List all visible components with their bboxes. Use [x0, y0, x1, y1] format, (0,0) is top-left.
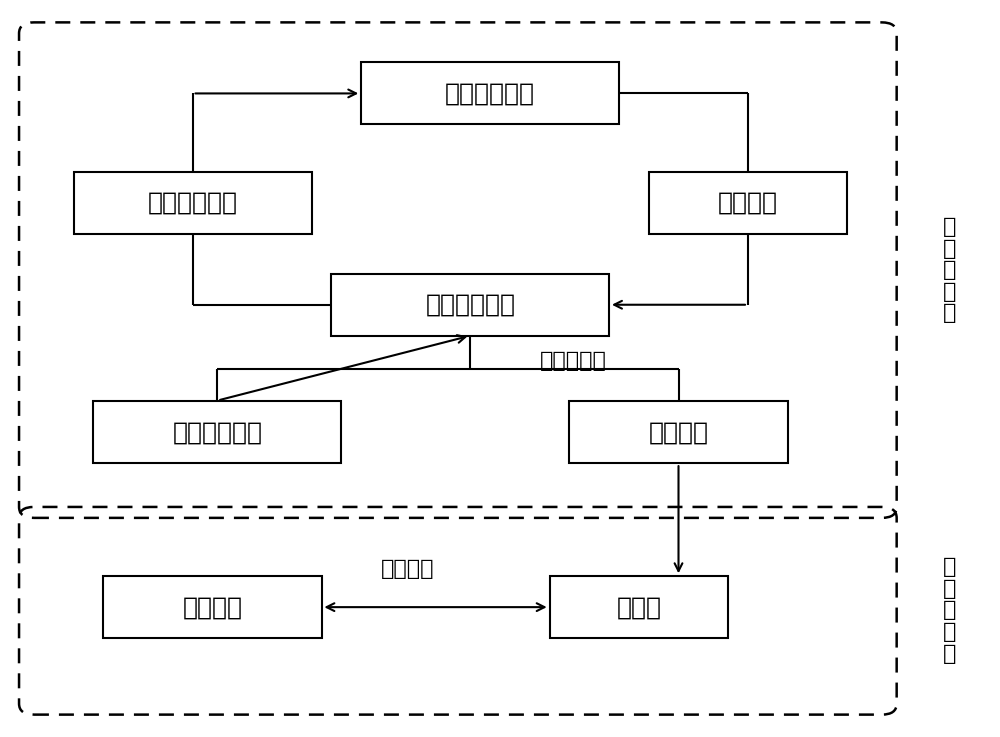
Text: 匹配算法: 匹配算法 [648, 420, 708, 444]
FancyBboxPatch shape [103, 576, 322, 638]
FancyBboxPatch shape [649, 172, 847, 234]
Text: 物
理
连
接
层: 物 理 连 接 层 [943, 557, 956, 663]
FancyBboxPatch shape [569, 401, 788, 464]
Text: 数字地图平台: 数字地图平台 [445, 81, 535, 105]
FancyBboxPatch shape [74, 172, 312, 234]
FancyBboxPatch shape [93, 401, 341, 464]
Text: 实时信息收集: 实时信息收集 [172, 420, 262, 444]
Text: 行程规划: 行程规划 [718, 191, 778, 214]
Text: 稳定匹配: 稳定匹配 [381, 559, 435, 579]
Text: 上传地理信息: 上传地理信息 [148, 191, 238, 214]
FancyBboxPatch shape [361, 63, 619, 125]
Text: 云端决策平台: 云端决策平台 [425, 293, 515, 317]
FancyBboxPatch shape [550, 576, 728, 638]
Text: 信
息
交
互
层: 信 息 交 互 层 [943, 217, 956, 324]
Text: 快充站: 快充站 [616, 595, 661, 619]
FancyBboxPatch shape [331, 273, 609, 336]
Text: 偏好度排序: 偏好度排序 [540, 352, 607, 371]
Text: 电动汽车: 电动汽车 [182, 595, 242, 619]
